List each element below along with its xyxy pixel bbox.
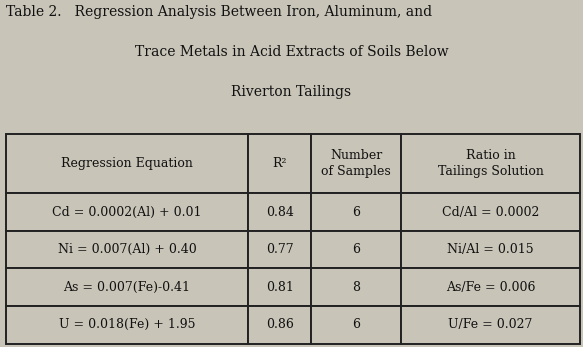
Bar <box>311 231 401 269</box>
Bar <box>248 134 311 193</box>
Bar <box>248 306 311 344</box>
Text: Number
of Samples: Number of Samples <box>321 149 391 178</box>
Text: 0.77: 0.77 <box>266 243 293 256</box>
Bar <box>401 306 580 344</box>
Text: Table 2.   Regression Analysis Between Iron, Aluminum, and: Table 2. Regression Analysis Between Iro… <box>6 5 432 19</box>
Bar <box>248 231 311 269</box>
Text: As = 0.007(Fe)-0.41: As = 0.007(Fe)-0.41 <box>64 281 191 294</box>
Text: 6: 6 <box>352 243 360 256</box>
Bar <box>401 134 580 193</box>
Text: Ni = 0.007(Al) + 0.40: Ni = 0.007(Al) + 0.40 <box>58 243 196 256</box>
Bar <box>6 134 248 193</box>
Text: Cd = 0.0002(Al) + 0.01: Cd = 0.0002(Al) + 0.01 <box>52 206 202 219</box>
Bar <box>401 269 580 306</box>
Text: Trace Metals in Acid Extracts of Soils Below: Trace Metals in Acid Extracts of Soils B… <box>135 45 448 59</box>
Text: Cd/Al = 0.0002: Cd/Al = 0.0002 <box>442 206 539 219</box>
Text: 6: 6 <box>352 206 360 219</box>
Text: 0.86: 0.86 <box>266 318 294 331</box>
Text: 6: 6 <box>352 318 360 331</box>
Bar <box>248 269 311 306</box>
Text: U/Fe = 0.027: U/Fe = 0.027 <box>448 318 533 331</box>
Text: Ratio in
Tailings Solution: Ratio in Tailings Solution <box>437 149 543 178</box>
Text: U = 0.018(Fe) + 1.95: U = 0.018(Fe) + 1.95 <box>59 318 195 331</box>
Bar <box>6 231 248 269</box>
Bar <box>6 193 248 231</box>
Text: Regression Equation: Regression Equation <box>61 157 193 170</box>
Text: 0.81: 0.81 <box>266 281 294 294</box>
Text: R²: R² <box>272 157 287 170</box>
Bar <box>401 231 580 269</box>
Bar <box>401 193 580 231</box>
Bar <box>311 193 401 231</box>
Text: As/Fe = 0.006: As/Fe = 0.006 <box>446 281 535 294</box>
Text: Ni/Al = 0.015: Ni/Al = 0.015 <box>447 243 534 256</box>
Bar <box>311 134 401 193</box>
Bar <box>311 269 401 306</box>
Bar <box>6 269 248 306</box>
Text: Riverton Tailings: Riverton Tailings <box>231 85 352 99</box>
Bar <box>6 306 248 344</box>
Text: 0.84: 0.84 <box>266 206 294 219</box>
Bar <box>311 306 401 344</box>
Text: 8: 8 <box>352 281 360 294</box>
Bar <box>248 193 311 231</box>
